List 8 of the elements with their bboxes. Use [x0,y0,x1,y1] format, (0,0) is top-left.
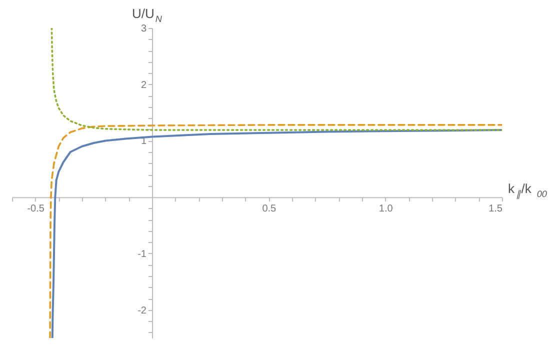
x-tick-label: 1.0 [378,204,394,215]
y-tick-label: -2 [138,305,147,316]
x-tick-label: 0.5 [262,204,277,215]
x-tick-label: -0.5 [27,204,45,215]
x-tick-label: 1.5 [488,204,503,215]
y-tick-label: 3 [140,24,147,34]
y-tick-label: 2 [140,80,147,91]
y-tick-label: -1 [138,248,147,260]
